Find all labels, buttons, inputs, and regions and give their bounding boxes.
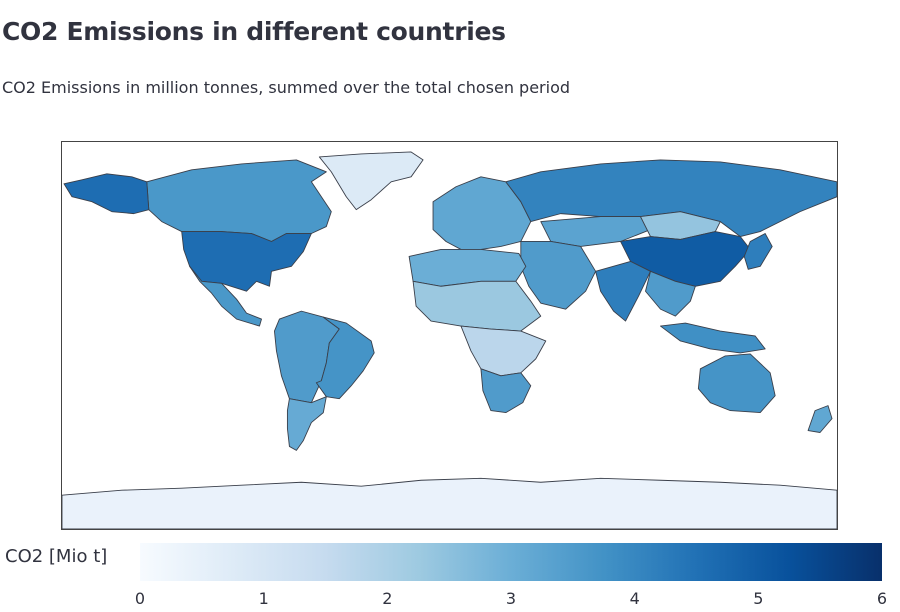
region-brazil[interactable] xyxy=(315,316,375,400)
colorbar-tick-2: 2 xyxy=(382,589,393,608)
colorbar xyxy=(140,543,882,581)
page-subtitle: CO2 Emissions in million tonnes, summed … xyxy=(2,78,571,97)
region-mexico[interactable] xyxy=(189,265,262,327)
region-russia[interactable] xyxy=(505,159,837,237)
region-greenland[interactable] xyxy=(318,151,424,211)
region-argentina[interactable] xyxy=(286,396,327,451)
colorbar-tick-4: 4 xyxy=(629,589,640,608)
page-title: CO2 Emissions in different countries xyxy=(2,17,506,46)
region-indonesia[interactable] xyxy=(660,322,766,354)
region-canada[interactable] xyxy=(146,159,332,242)
region-north-africa[interactable] xyxy=(408,248,527,287)
region-sahara[interactable] xyxy=(412,280,542,332)
colorbar-gradient xyxy=(140,543,882,581)
region-antarctica[interactable] xyxy=(62,477,837,529)
colorbar-tick-3: 3 xyxy=(505,589,517,608)
region-new-zealand[interactable] xyxy=(807,405,833,433)
region-alaska[interactable] xyxy=(63,173,150,215)
colorbar-tick-1: 1 xyxy=(258,589,269,608)
map-canvas[interactable] xyxy=(62,142,837,529)
colorbar-tick-0: 0 xyxy=(134,589,146,608)
region-japan[interactable] xyxy=(743,233,773,270)
region-southeast-asia[interactable] xyxy=(645,270,696,317)
colorbar-title: CO2 [Mio t] xyxy=(5,546,108,567)
region-india[interactable] xyxy=(595,260,651,322)
region-southern-africa[interactable] xyxy=(480,368,532,414)
region-australia[interactable] xyxy=(697,353,776,414)
colorbar-tick-5: 5 xyxy=(753,589,764,608)
region-central-africa[interactable] xyxy=(460,325,547,377)
choropleth-map[interactable] xyxy=(61,141,838,530)
region-middle-east[interactable] xyxy=(520,241,597,310)
colorbar-tick-6: 6 xyxy=(876,589,888,608)
